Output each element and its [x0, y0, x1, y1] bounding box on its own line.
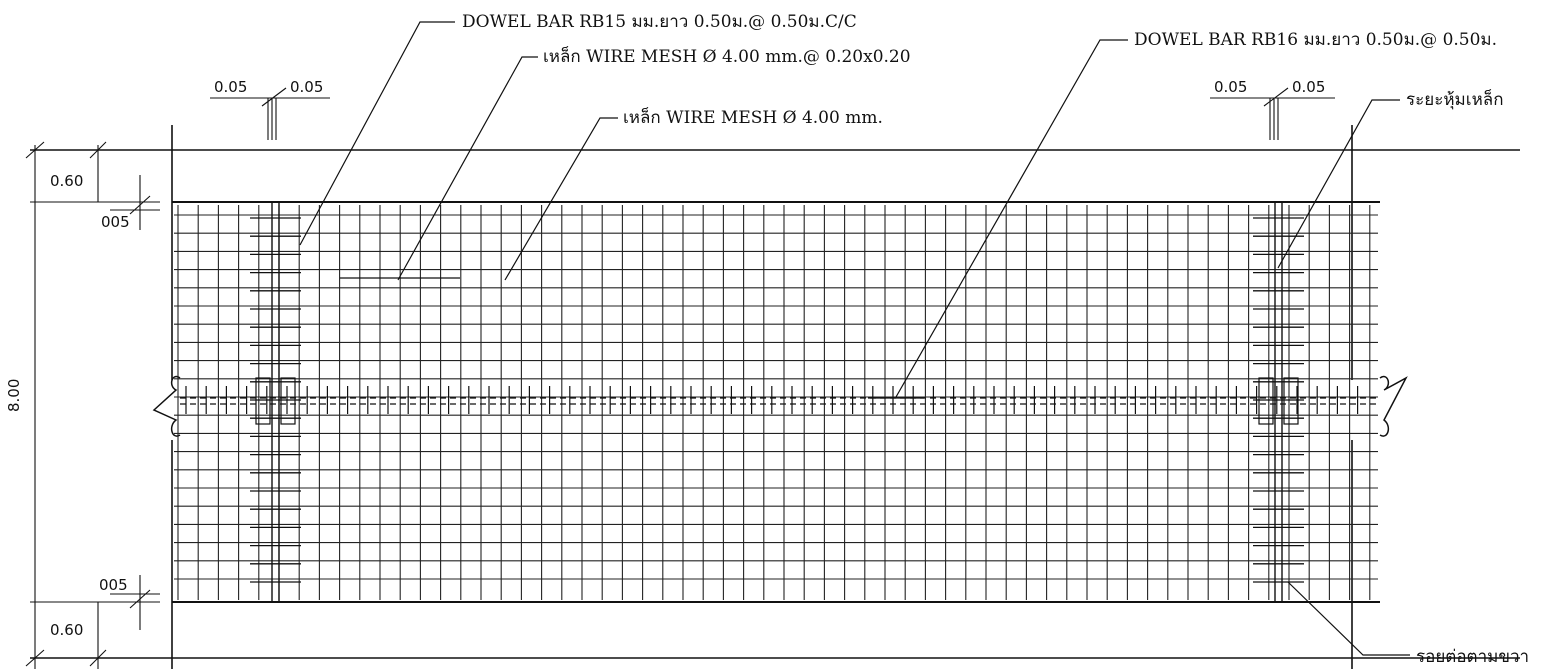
label-wire-mesh: เหล็ก WIRE MESH Ø 4.00 mm. — [623, 106, 883, 128]
dim-top-right-a: 0.05 — [1214, 78, 1247, 96]
dim-top-right-b: 0.05 — [1292, 78, 1325, 96]
slab-outline — [30, 125, 1520, 669]
label-wire-mesh-spacing: เหล็ก WIRE MESH Ø 4.00 mm.@ 0.20x0.20 — [543, 45, 911, 67]
leader-lines — [299, 21, 1410, 656]
left-break-line — [152, 375, 181, 437]
dim-top-left-a: 0.05 — [214, 78, 247, 96]
transverse-joints — [271, 202, 1283, 602]
dowel-bars-rb15 — [250, 217, 1304, 583]
right-break-line — [1379, 375, 1408, 437]
label-concrete-cover: ระยะหุ้มเหล็ก — [1406, 88, 1504, 110]
dim-total-width: 8.00 — [5, 379, 23, 412]
label-transverse-joint: รอยต่อตามขวา — [1416, 647, 1529, 667]
dimension-lines — [25, 87, 1335, 669]
label-dowel-rb15: DOWEL BAR RB15 มม.ยาว 0.50ม.@ 0.50ม.C/C — [462, 12, 857, 32]
wire-mesh-grid — [174, 205, 1378, 600]
label-dowel-rb16: DOWEL BAR RB16 มม.ยาว 0.50ม.@ 0.50ม. — [1134, 30, 1497, 50]
dim-top-cover: 005 — [101, 213, 130, 231]
longitudinal-joint — [180, 377, 1380, 425]
dim-top-margin: 0.60 — [50, 172, 83, 190]
dim-bottom-cover: 005 — [99, 576, 128, 594]
dowel-bars-rb16 — [185, 386, 1359, 414]
dim-bottom-margin: 0.60 — [50, 621, 83, 639]
dim-top-left-b: 0.05 — [290, 78, 323, 96]
